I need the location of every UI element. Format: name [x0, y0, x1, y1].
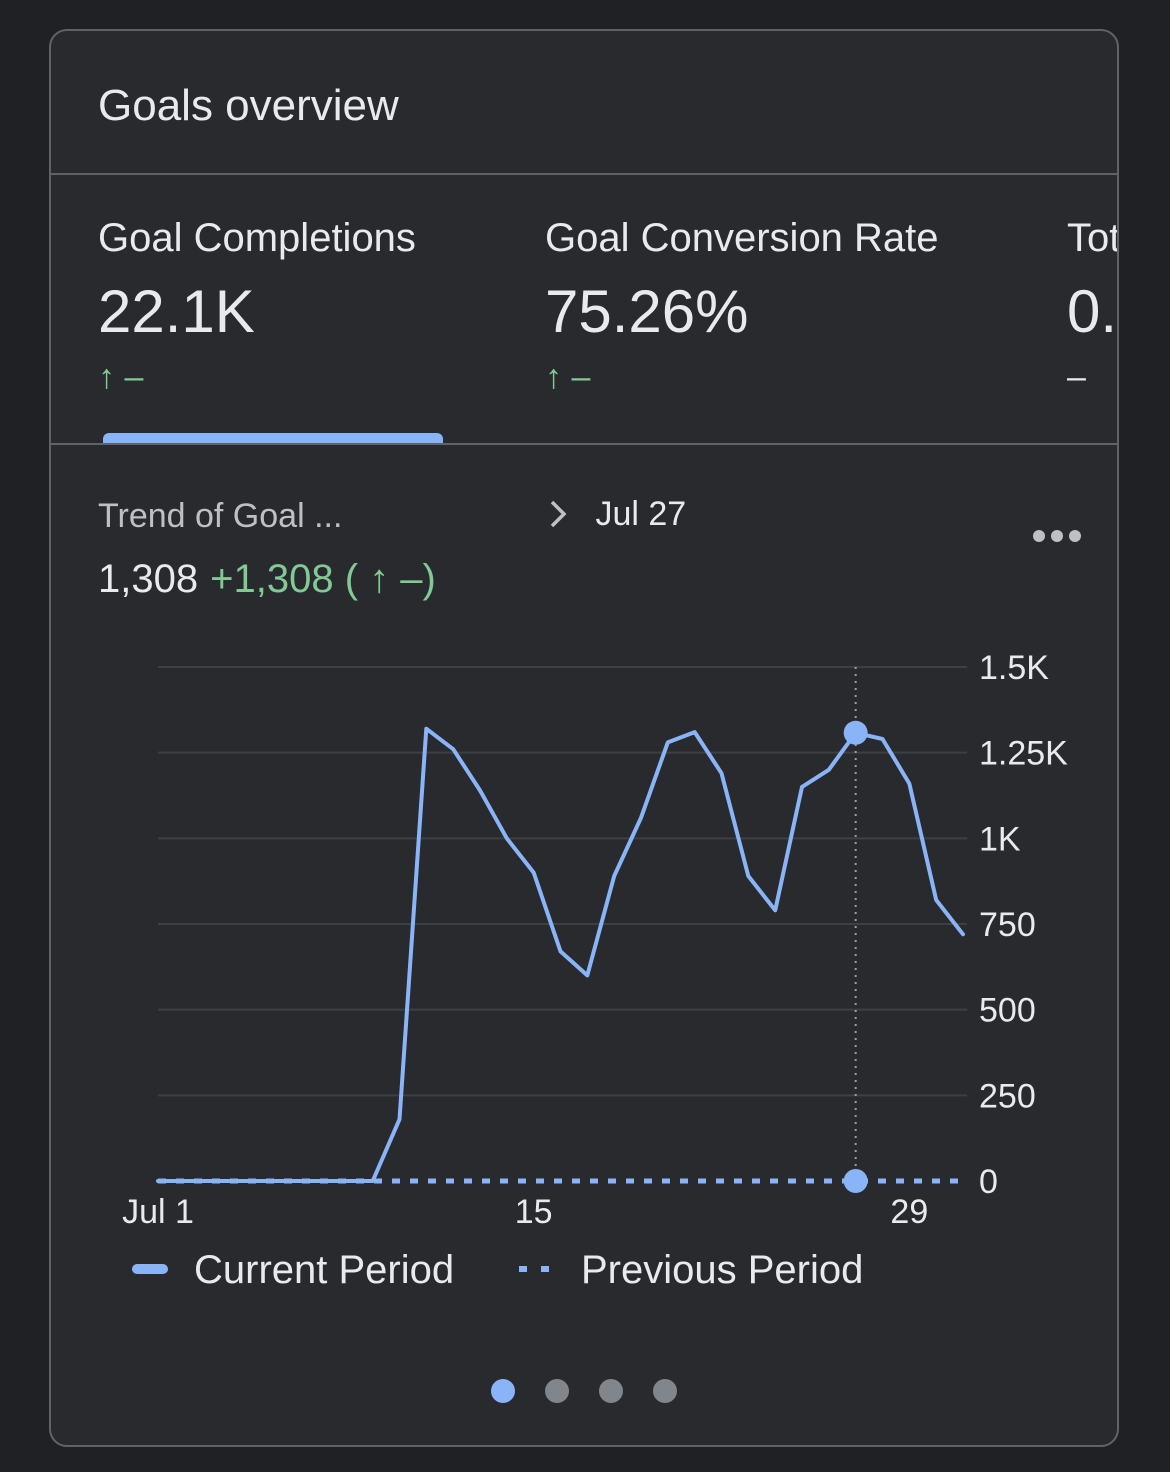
legend-label[interactable]: Previous Period — [581, 1248, 863, 1292]
y-tick-label: 500 — [979, 992, 1036, 1030]
x-tick-label: 15 — [515, 1193, 553, 1231]
metric-delta: – — [1067, 358, 1117, 397]
metric-label: Tot — [1067, 216, 1119, 260]
header-divider — [51, 173, 1117, 175]
pager-dots — [491, 1379, 677, 1403]
tabs-divider — [51, 443, 1117, 445]
pager-dot[interactable] — [653, 1379, 677, 1403]
hover-date-label: Jul 27 — [595, 495, 687, 533]
metric-value: 0. — [1067, 278, 1118, 345]
y-tick-label: 1K — [979, 820, 1021, 858]
metric-delta: ↑ – — [98, 358, 416, 397]
trend-change-value: +1,308 — [210, 557, 334, 601]
metric-value: 75.26% — [545, 278, 749, 345]
x-tick-label: 29 — [890, 1193, 928, 1231]
y-tick-label: 0 — [979, 1163, 998, 1201]
series-line-current-period — [156, 726, 965, 1183]
metric-value: 22.1K — [98, 278, 255, 345]
metric-tab-truncated[interactable]: Tot 0. – — [1067, 216, 1119, 397]
metric-label: Goal Conversion Rate — [545, 216, 939, 260]
trend-change-detail: ( ↑ –) — [344, 557, 436, 601]
card-title: Goals overview — [98, 81, 399, 130]
hover-point-previous-period[interactable] — [843, 1169, 868, 1193]
y-tick-label: 750 — [979, 906, 1036, 944]
metric-label: Goal Completions — [98, 216, 416, 260]
hover-point-current-period[interactable] — [843, 720, 868, 745]
metric-delta: ↑ – — [545, 358, 939, 397]
trend-value-number: 1,308 — [98, 557, 199, 601]
y-tick-label: 1.25K — [979, 735, 1068, 773]
pager-dot[interactable] — [491, 1379, 515, 1403]
active-tab-indicator — [103, 433, 443, 443]
metric-delta-value: – — [1067, 358, 1086, 396]
chevron-right-icon — [548, 495, 577, 533]
metric-tab-goal-conversion-rate[interactable]: Goal Conversion Rate 75.26% ↑ – — [545, 216, 939, 397]
hover-date: Jul 27 — [548, 495, 686, 534]
trend-change: +1,308 ( ↑ –) — [210, 557, 436, 601]
trend-title: Trend of Goal ... — [98, 497, 343, 535]
metric-delta-value: – — [571, 358, 591, 396]
trend-line-chart[interactable]: 0 250 500 750 1K 1.25K 1.5K Jul 1 15 29 Current Pe… — [51, 31, 1119, 1331]
metric-delta-value: – — [124, 358, 144, 396]
x-tick-label: Jul 1 — [122, 1193, 194, 1231]
more-horizontal-icon[interactable] — [1031, 509, 1083, 554]
pager-dot[interactable] — [545, 1379, 569, 1403]
arrow-up-icon: ↑ — [98, 358, 115, 396]
metric-tab-goal-completions[interactable]: Goal Completions 22.1K ↑ – — [98, 216, 416, 397]
y-tick-label: 1.5K — [979, 649, 1049, 687]
y-tick-label: 250 — [979, 1077, 1036, 1115]
trend-value: 1,308 +1,308 ( ↑ –) — [98, 557, 436, 602]
pager-dot[interactable] — [599, 1379, 623, 1403]
goals-overview-card: Goals overview Goal Completions 22.1K ↑ … — [49, 29, 1119, 1447]
legend-label[interactable]: Current Period — [194, 1248, 454, 1292]
arrow-up-icon: ↑ — [545, 358, 562, 396]
